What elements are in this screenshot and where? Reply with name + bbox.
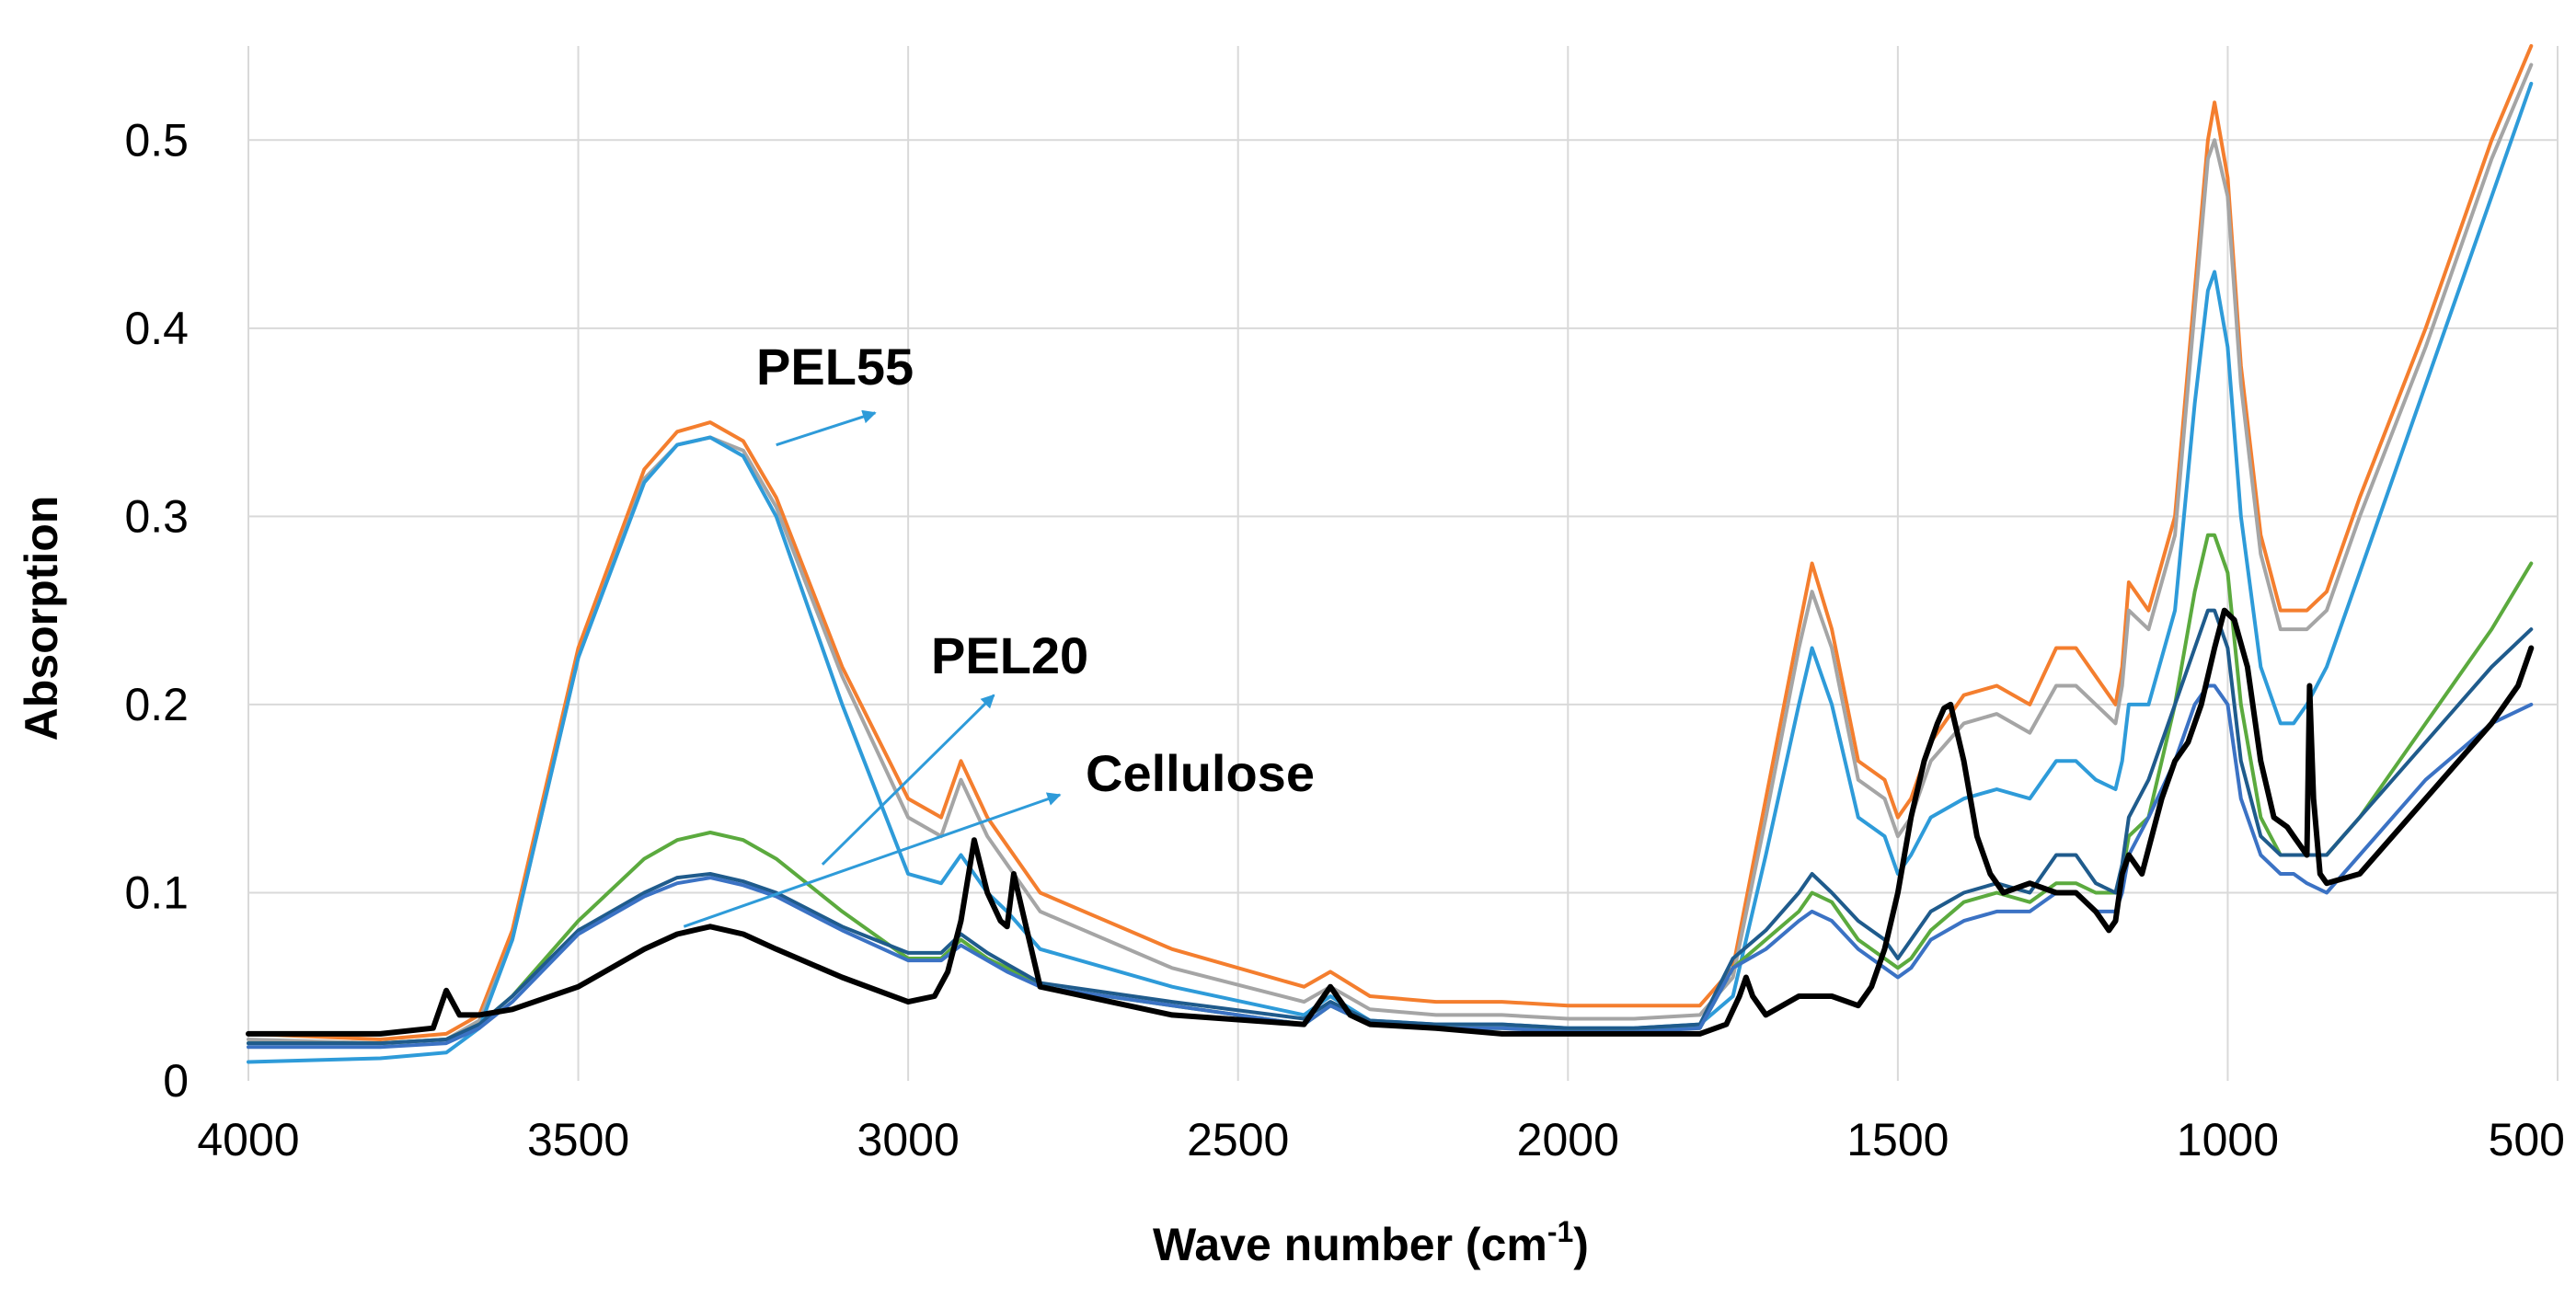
annotation-pel55: PEL55 (756, 338, 914, 396)
x-tick-label-5: 1500 (1846, 1114, 1949, 1165)
series-line-6 (247, 683, 2534, 1050)
x-tick-label-7: 500 (2489, 1114, 2565, 1165)
series-line-5 (247, 608, 2534, 1046)
y-tick-label-0: 0 (163, 1055, 189, 1107)
x-tick-label-6: 1000 (2177, 1114, 2279, 1165)
annotation-cellulose: Cellulose (1086, 744, 1315, 802)
y-axis-title: Absorption (16, 496, 67, 741)
y-tick-label-4: 0.4 (124, 303, 189, 354)
arrow-pel20 (821, 694, 995, 866)
series-line-2 (247, 63, 2534, 1046)
y-tick-label-5: 0.5 (124, 114, 189, 166)
y-tick-label-2: 0.2 (124, 679, 189, 730)
annotation-pel20: PEL20 (931, 626, 1088, 684)
series-layer (246, 44, 2535, 1064)
y-tick-label-1: 0.1 (124, 867, 189, 918)
x-tick-labels: 4000 3500 3000 2500 2000 1500 1000 500 (197, 1114, 2565, 1165)
x-axis-title: Wave number (cm-1) (1153, 1215, 1589, 1270)
x-tick-label-3: 2500 (1187, 1114, 1289, 1165)
y-tick-labels: 0 0.1 0.2 0.3 0.4 0.5 (124, 114, 189, 1107)
x-tick-label-0: 4000 (197, 1114, 299, 1165)
x-tick-label-4: 2000 (1517, 1114, 1619, 1165)
series-line-1 (247, 44, 2534, 1041)
y-tick-label-3: 0.3 (124, 490, 189, 542)
series-line-3 (247, 81, 2534, 1064)
series-line-7 (246, 607, 2535, 1037)
annotation-arrows (683, 409, 1062, 928)
arrow-cellulose (683, 792, 1062, 928)
series-line-4 (247, 533, 2534, 1046)
x-tick-label-1: 3500 (527, 1114, 629, 1165)
x-tick-label-2: 3000 (857, 1114, 960, 1165)
arrow-pel55 (776, 409, 877, 447)
